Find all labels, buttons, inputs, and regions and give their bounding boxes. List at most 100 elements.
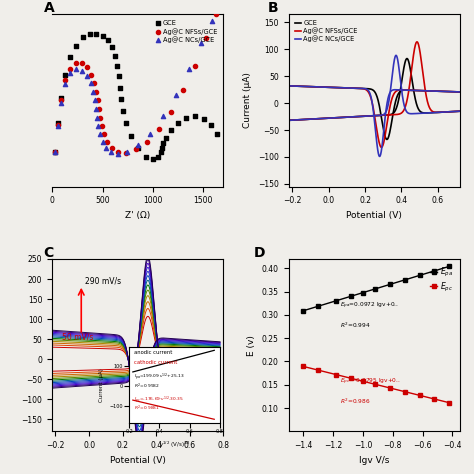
GCE xyxy=(116,84,123,91)
Ag@C NFSs/GCE xyxy=(73,59,80,67)
Ag@C NCs/GCE xyxy=(107,148,115,156)
GCE xyxy=(51,148,59,156)
Text: $R^2$=0.986: $R^2$=0.986 xyxy=(340,397,371,406)
Legend: $E_{pa}$, $E_{pc}$: $E_{pa}$, $E_{pc}$ xyxy=(427,263,456,297)
GCE xyxy=(87,30,94,38)
GCE xyxy=(214,130,221,137)
Ag@C NFSs/GCE xyxy=(96,114,104,121)
Ag@C NCs/GCE xyxy=(172,91,180,99)
Ag@C NCs/GCE xyxy=(198,39,205,47)
GCE xyxy=(80,33,87,41)
Ag@C NFSs/GCE xyxy=(98,122,105,130)
Ag@C NCs/GCE xyxy=(73,65,80,73)
Ag@C NFSs/GCE xyxy=(219,0,226,2)
GCE xyxy=(159,140,167,147)
GCE xyxy=(167,127,175,134)
X-axis label: Z' (Ω): Z' (Ω) xyxy=(125,211,150,220)
GCE xyxy=(182,114,190,121)
Ag@C NFSs/GCE xyxy=(55,121,62,128)
GCE xyxy=(127,132,135,140)
Ag@C NCs/GCE xyxy=(96,130,104,137)
Ag@C NFSs/GCE xyxy=(100,130,107,137)
Ag@C NCs/GCE xyxy=(51,148,59,156)
X-axis label: Potential (V): Potential (V) xyxy=(346,211,402,220)
Ag@C NFSs/GCE xyxy=(93,88,100,96)
Y-axis label: E (v): E (v) xyxy=(247,335,256,356)
GCE xyxy=(201,115,208,123)
GCE xyxy=(93,30,100,38)
Y-axis label: Current (μA): Current (μA) xyxy=(243,73,252,128)
Ag@C NCs/GCE xyxy=(159,113,167,120)
Ag@C NCs/GCE xyxy=(134,141,142,149)
Ag@C NCs/GCE xyxy=(83,72,91,80)
Ag@C NCs/GCE xyxy=(87,79,95,87)
Ag@C NFSs/GCE xyxy=(167,108,175,116)
Ag@C NCs/GCE xyxy=(185,65,193,73)
GCE xyxy=(57,94,65,101)
Ag@C NFSs/GCE xyxy=(122,149,129,157)
Ag@C NFSs/GCE xyxy=(95,105,103,113)
Legend: GCE, Ag@C NFSs/GCE, Ag@C NCs/GCE: GCE, Ag@C NFSs/GCE, Ag@C NCs/GCE xyxy=(292,18,360,45)
GCE xyxy=(55,119,62,127)
Ag@C NCs/GCE xyxy=(66,69,74,77)
Ag@C NCs/GCE xyxy=(79,67,86,74)
Text: B: B xyxy=(268,1,279,16)
GCE xyxy=(157,148,165,156)
Ag@C NCs/GCE xyxy=(62,81,69,88)
GCE xyxy=(66,54,74,61)
Text: C: C xyxy=(44,246,54,260)
GCE xyxy=(208,121,215,128)
Ag@C NFSs/GCE xyxy=(114,148,121,156)
Ag@C NFSs/GCE xyxy=(51,148,59,156)
GCE xyxy=(158,144,166,151)
Text: 50 mV/s: 50 mV/s xyxy=(63,333,94,342)
Ag@C NFSs/GCE xyxy=(179,86,187,94)
GCE xyxy=(142,153,150,161)
Ag@C NFSs/GCE xyxy=(88,71,95,78)
Ag@C NCs/GCE xyxy=(90,88,97,96)
GCE xyxy=(104,36,111,44)
GCE xyxy=(113,62,121,70)
Ag@C NFSs/GCE xyxy=(79,59,86,67)
Ag@C NCs/GCE xyxy=(55,122,62,130)
Ag@C NFSs/GCE xyxy=(94,97,102,104)
GCE xyxy=(191,113,199,120)
Ag@C NFSs/GCE xyxy=(143,138,151,146)
GCE xyxy=(73,42,80,50)
GCE xyxy=(115,73,122,80)
GCE xyxy=(154,153,162,161)
Ag@C NFSs/GCE xyxy=(57,97,65,104)
Text: A: A xyxy=(44,1,55,16)
GCE xyxy=(117,95,125,102)
GCE xyxy=(162,134,170,142)
Ag@C NFSs/GCE xyxy=(108,144,115,152)
Ag@C NFSs/GCE xyxy=(132,146,139,153)
GCE xyxy=(108,43,115,51)
Ag@C NCs/GCE xyxy=(123,148,130,156)
X-axis label: Potential (V): Potential (V) xyxy=(110,456,166,465)
Ag@C NCs/GCE xyxy=(93,105,100,113)
Text: $R^2$=0.994: $R^2$=0.994 xyxy=(340,321,371,330)
Ag@C NCs/GCE xyxy=(114,150,121,158)
Ag@C NFSs/GCE xyxy=(202,35,210,42)
X-axis label: lgv V/s: lgv V/s xyxy=(359,456,389,465)
Ag@C NFSs/GCE xyxy=(83,64,91,71)
Text: $E_{pc}$=-0.0795 lgv+0..: $E_{pc}$=-0.0795 lgv+0.. xyxy=(340,377,401,387)
GCE xyxy=(119,107,127,115)
Ag@C NFSs/GCE xyxy=(103,138,111,146)
Ag@C NFSs/GCE xyxy=(91,79,98,87)
Ag@C NFSs/GCE xyxy=(155,125,163,133)
Ag@C NFSs/GCE xyxy=(212,10,220,18)
Ag@C NCs/GCE xyxy=(57,100,65,107)
Text: $E_{pa}$=0.0972 lgv+0..: $E_{pa}$=0.0972 lgv+0.. xyxy=(340,301,399,311)
Ag@C NFSs/GCE xyxy=(62,76,69,84)
Ag@C NFSs/GCE xyxy=(191,62,199,70)
GCE xyxy=(134,144,142,151)
GCE xyxy=(149,155,157,163)
GCE xyxy=(174,119,182,127)
Ag@C NCs/GCE xyxy=(94,114,101,121)
Ag@C NCs/GCE xyxy=(91,97,99,104)
Ag@C NCs/GCE xyxy=(146,130,154,137)
Ag@C NCs/GCE xyxy=(209,18,216,25)
Ag@C NCs/GCE xyxy=(102,144,110,152)
